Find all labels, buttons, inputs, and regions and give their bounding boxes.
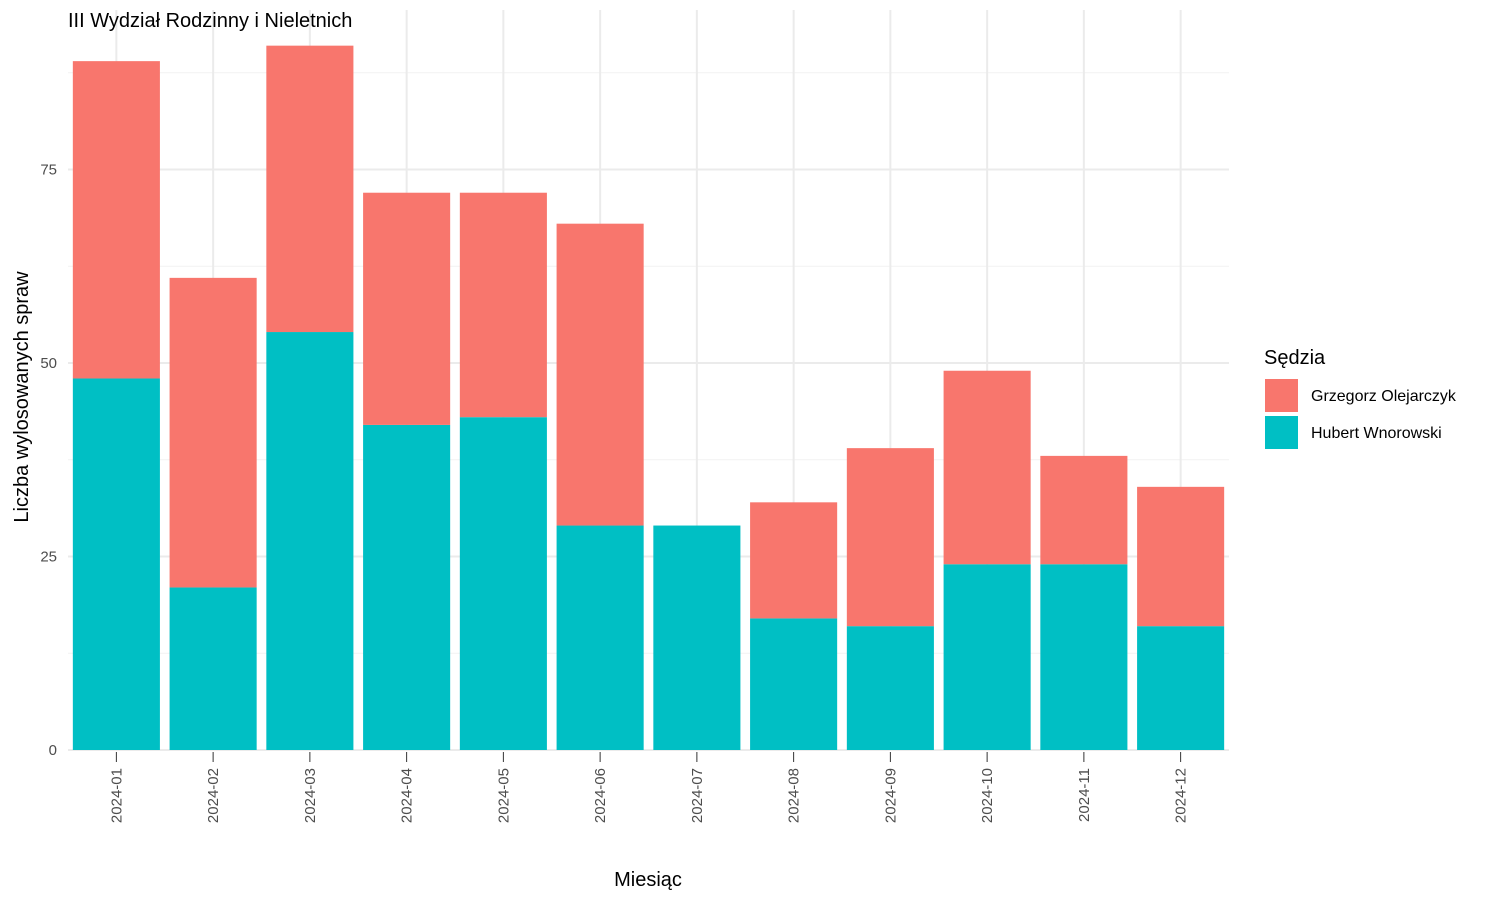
bars <box>72 45 1225 750</box>
y-tick-label: 50 <box>40 355 57 372</box>
y-tick-label: 25 <box>40 549 57 566</box>
x-tick-label: 2024-08 <box>786 768 803 823</box>
x-tick-label: 2024-02 <box>205 768 222 823</box>
bar-segment <box>1137 626 1225 750</box>
chart-title: III Wydział Rodzinny i Nieletnich <box>68 10 352 32</box>
bar-segment <box>459 417 547 750</box>
bar-segment <box>556 223 644 526</box>
bar-segment <box>363 192 451 425</box>
x-tick-label: 2024-10 <box>979 768 996 823</box>
x-tick-label: 2024-01 <box>108 768 125 823</box>
legend-label: Grzegorz Olejarczyk <box>1311 388 1457 405</box>
bar-segment <box>846 626 934 750</box>
bar-segment <box>750 618 838 750</box>
bar-segment <box>943 370 1031 565</box>
x-tick-label: 2024-06 <box>592 768 609 823</box>
bar-segment <box>72 378 160 750</box>
bar-segment <box>943 564 1031 750</box>
x-tick-label: 2024-03 <box>302 768 319 823</box>
y-axis-title: Liczba wylosowanych spraw <box>11 271 33 523</box>
bar-segment <box>653 525 741 750</box>
y-tick-label: 75 <box>40 162 57 179</box>
y-tick-label: 0 <box>49 742 57 759</box>
bar-segment <box>1040 455 1128 565</box>
bar-segment <box>169 277 257 588</box>
legend-title: Sędzia <box>1264 347 1326 369</box>
bar-segment <box>556 525 644 750</box>
bar-segment <box>459 192 547 418</box>
x-tick-label: 2024-09 <box>882 768 899 823</box>
x-tick-label: 2024-12 <box>1173 768 1190 823</box>
x-tick-label: 2024-07 <box>689 768 706 823</box>
bar-segment <box>363 424 451 750</box>
legend-key <box>1265 416 1298 449</box>
legend-label: Hubert Wnorowski <box>1311 425 1442 442</box>
bar-segment <box>1040 564 1128 750</box>
x-tick-label: 2024-04 <box>399 768 416 823</box>
bar-segment <box>169 587 257 750</box>
y-axis-ticks: 0 25 50 75 <box>40 162 57 760</box>
x-tick-label: 2024-11 <box>1076 768 1093 822</box>
bar-segment <box>750 502 838 619</box>
bar-segment <box>846 448 934 627</box>
x-axis-title: Miesiąc <box>614 869 682 891</box>
bar-segment <box>266 45 354 333</box>
bar-segment <box>1137 486 1225 627</box>
bar-segment <box>266 332 354 750</box>
x-tick-label: 2024-05 <box>495 768 512 823</box>
legend-key <box>1265 379 1298 412</box>
x-axis-ticks: 2024-01 2024-02 2024-03 2024-04 2024-05 2024-… <box>108 752 1190 823</box>
legend: Sędzia Grzegorz Olejarczyk Hubert Wnorows… <box>1264 347 1457 449</box>
bar-segment <box>72 61 160 379</box>
